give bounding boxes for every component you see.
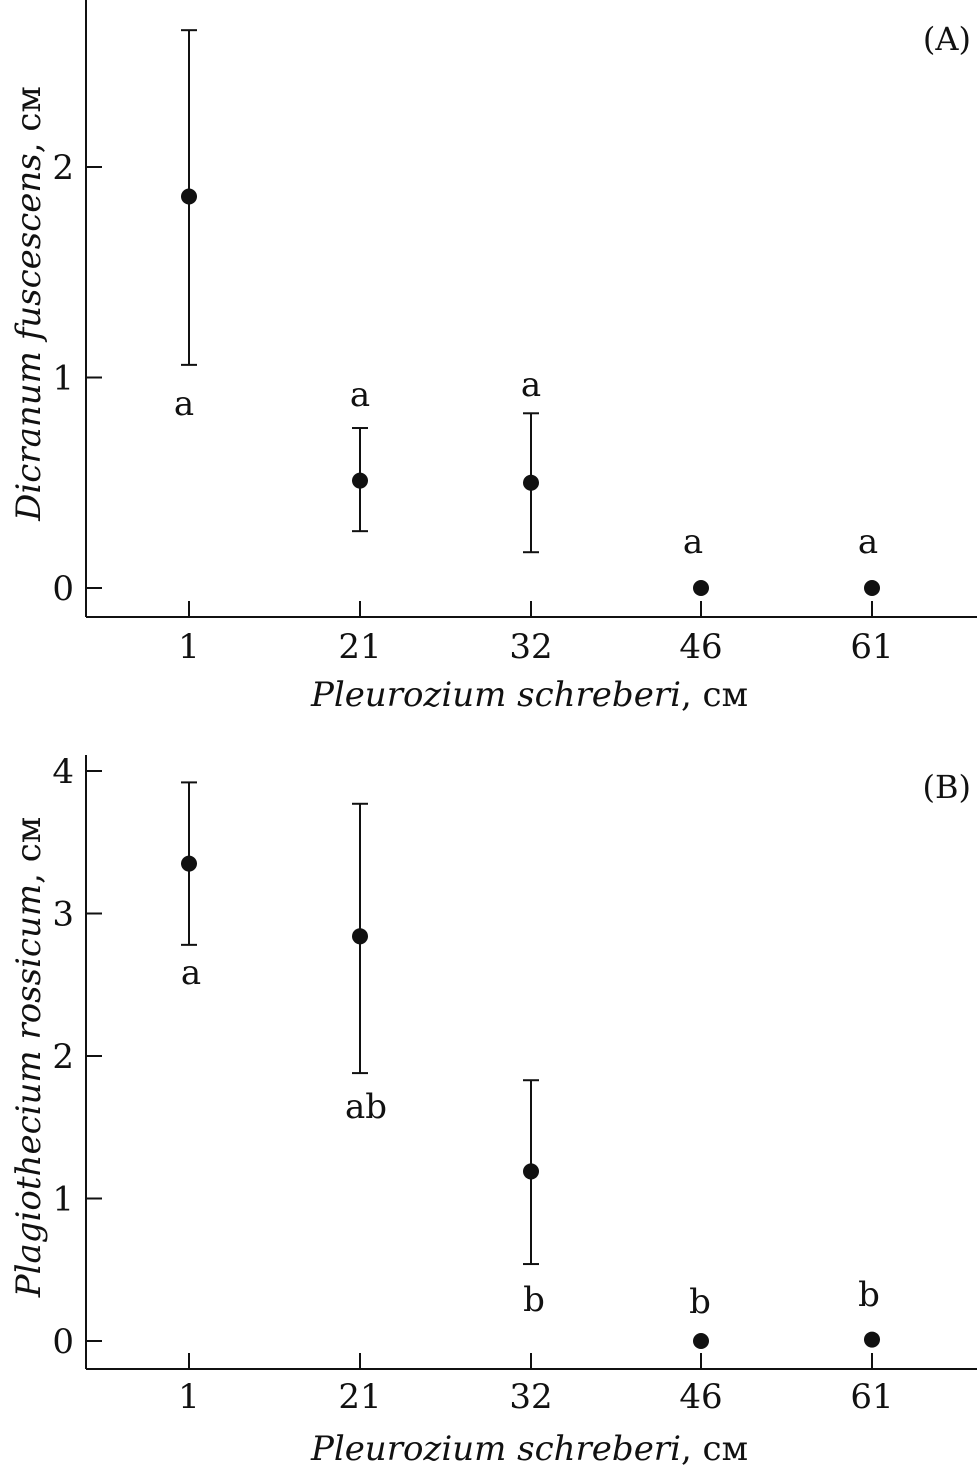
significance-letter: a (181, 953, 201, 993)
y-tick-label: 0 (52, 1322, 74, 1362)
data-point (352, 472, 368, 489)
y-axis-title: Plagiothecium rossicum, см (9, 817, 49, 1298)
significance-letter: b (858, 1275, 880, 1315)
x-tick-label: 21 (338, 627, 381, 667)
significance-letter: a (350, 375, 370, 415)
panel-label: (A) (923, 20, 971, 58)
significance-letter: a (683, 522, 703, 562)
significance-letter: b (689, 1282, 711, 1322)
panel-b: 0 1 2 3 4 1 21 32 46 61 a ab b b b (B) Pleurozium schreb… (9, 752, 977, 1469)
x-tick-label: 46 (679, 627, 722, 667)
data-point (693, 580, 709, 596)
data-point (181, 855, 197, 872)
x-tick-label: 1 (178, 627, 200, 667)
data-point (523, 474, 539, 491)
x-axis-title: Pleurozium schreberi, см (310, 675, 748, 715)
x-tick-label: 46 (679, 1377, 722, 1417)
x-tick-label: 61 (850, 1377, 893, 1417)
significance-letter: a (174, 384, 194, 424)
data-point (864, 1331, 880, 1348)
x-tick-label: 61 (850, 627, 893, 667)
y-tick-label: 4 (52, 752, 74, 792)
y-tick-label: 0 (52, 569, 74, 609)
significance-letter: a (521, 365, 541, 405)
significance-letter: ab (345, 1087, 387, 1127)
significance-letter: b (523, 1280, 545, 1320)
x-tick-label: 32 (509, 1377, 552, 1417)
y-tick-label: 2 (52, 148, 74, 188)
panel-label: (B) (923, 768, 971, 806)
significance-letter: a (858, 522, 878, 562)
y-tick-label: 1 (52, 359, 74, 399)
y-tick-label: 1 (52, 1180, 74, 1220)
data-point (523, 1163, 539, 1180)
x-tick-label: 21 (338, 1377, 381, 1417)
x-axis-title: Pleurozium schreberi, см (310, 1429, 748, 1469)
data-point (181, 188, 197, 205)
x-tick-label: 1 (178, 1377, 200, 1417)
data-point (693, 1333, 709, 1349)
x-tick-label: 32 (509, 627, 552, 667)
data-point (352, 928, 368, 945)
y-tick-label: 2 (52, 1037, 74, 1077)
y-axis-title: Dicranum fuscescens, см (9, 86, 49, 522)
data-point (864, 580, 880, 596)
y-tick-label: 3 (52, 895, 74, 935)
